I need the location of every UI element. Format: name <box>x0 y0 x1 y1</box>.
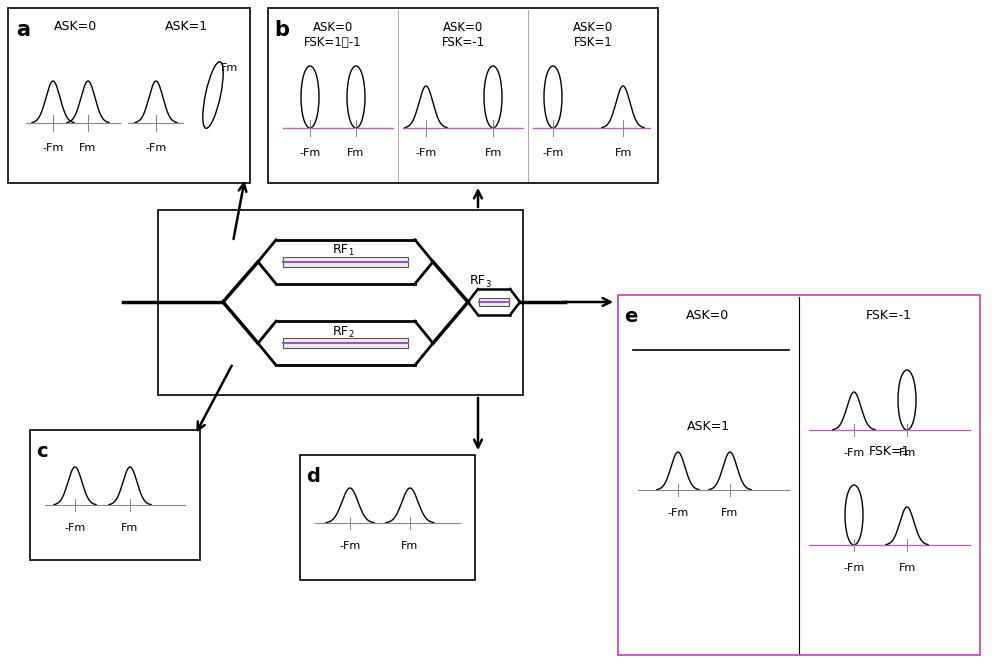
Text: d: d <box>306 467 320 486</box>
Bar <box>479 298 509 306</box>
Text: FSK=1或-1: FSK=1或-1 <box>304 36 362 49</box>
Text: FSK=-1: FSK=-1 <box>866 309 912 322</box>
Text: -Fm: -Fm <box>339 541 361 551</box>
Bar <box>300 455 475 580</box>
Text: ASK=0: ASK=0 <box>54 20 98 33</box>
Text: Fm: Fm <box>121 523 139 533</box>
Text: Fm: Fm <box>721 508 739 518</box>
Text: -Fm: -Fm <box>667 508 689 518</box>
Text: RF: RF <box>333 325 348 338</box>
Text: ASK=0: ASK=0 <box>686 309 730 322</box>
Text: ASK=0: ASK=0 <box>443 21 483 34</box>
Text: ASK=1: ASK=1 <box>164 20 208 33</box>
Bar <box>268 8 658 183</box>
Text: Fm: Fm <box>484 148 502 158</box>
Text: FSK=-1: FSK=-1 <box>441 36 485 49</box>
Text: FSK=1: FSK=1 <box>868 445 910 458</box>
Text: a: a <box>16 20 30 40</box>
Text: ASK=0: ASK=0 <box>573 21 613 34</box>
Text: -Fm: -Fm <box>299 148 321 158</box>
Text: Fm: Fm <box>898 448 916 458</box>
Text: -Fm: -Fm <box>843 448 865 458</box>
Text: 1: 1 <box>349 248 354 257</box>
Text: RF: RF <box>333 244 348 256</box>
Bar <box>158 210 523 395</box>
Text: 2: 2 <box>349 329 354 339</box>
Text: -Fm: -Fm <box>415 148 437 158</box>
Text: Fm: Fm <box>79 143 97 153</box>
Text: b: b <box>274 20 289 40</box>
Text: -Fm: -Fm <box>145 143 167 153</box>
Text: -Fm: -Fm <box>542 148 564 158</box>
Text: Fm: Fm <box>401 541 419 551</box>
Text: 3: 3 <box>485 280 490 289</box>
Text: Fm: Fm <box>614 148 632 158</box>
Text: FSK=1: FSK=1 <box>574 36 612 49</box>
Text: -Fm: -Fm <box>843 563 865 573</box>
Text: ASK=0: ASK=0 <box>313 21 353 34</box>
Text: -Fm: -Fm <box>64 523 86 533</box>
Text: Fm: Fm <box>221 63 238 73</box>
Bar <box>8 8 250 183</box>
Text: c: c <box>36 442 48 461</box>
Text: e: e <box>624 307 637 326</box>
Bar <box>30 430 200 560</box>
Text: Fm: Fm <box>898 563 916 573</box>
Text: RF: RF <box>470 274 486 287</box>
Bar <box>283 338 408 348</box>
Text: ASK=1: ASK=1 <box>686 420 730 433</box>
Text: -Fm: -Fm <box>42 143 64 153</box>
Bar <box>283 257 408 267</box>
Bar <box>618 295 980 655</box>
Text: Fm: Fm <box>347 148 365 158</box>
